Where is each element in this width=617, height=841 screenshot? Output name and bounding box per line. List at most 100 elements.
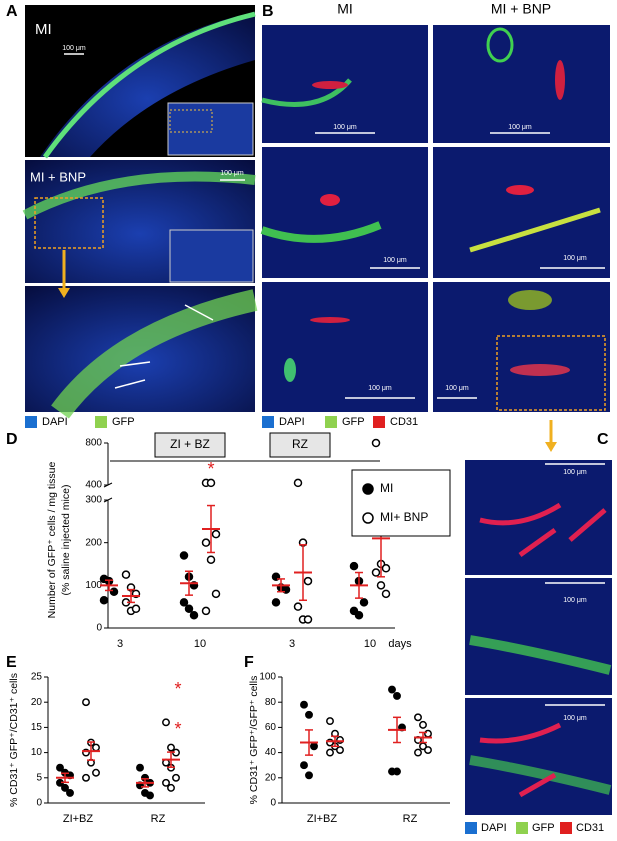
gfp [469, 207, 601, 253]
column-title: MI + BNP [491, 1, 551, 17]
panel-a-images [22, 5, 258, 419]
data-point [61, 783, 69, 792]
y-tick-label: 300 [85, 495, 102, 506]
legend-label: CD31 [390, 416, 418, 428]
gfp-band [42, 11, 256, 159]
arrow [114, 379, 146, 389]
image-title: MI [35, 21, 52, 38]
panel-b-images [260, 25, 610, 452]
inset-box [169, 109, 213, 133]
gfp [284, 358, 296, 382]
panel-c-images [465, 460, 612, 815]
y-tick-label: 800 [85, 438, 102, 449]
inset [167, 102, 254, 156]
data-point [371, 438, 381, 448]
data-point [201, 606, 211, 616]
data-point [121, 570, 131, 579]
data-point [376, 581, 386, 590]
cd31 [479, 502, 607, 558]
data-point [136, 763, 144, 772]
data-point [109, 587, 119, 596]
group-box [269, 432, 331, 458]
legend-label: CD31 [576, 822, 604, 834]
data-point [206, 555, 216, 564]
scale-label: 100 μm [333, 124, 357, 131]
legend-swatch [95, 416, 107, 428]
data-point [162, 718, 170, 727]
legend-swatch [25, 416, 37, 428]
significance: * [207, 459, 214, 479]
y-tick-label: 60 [265, 722, 277, 733]
legend-c: DAPI GFP CD31 [465, 822, 604, 834]
legend-marker [362, 512, 374, 524]
data-point [393, 691, 401, 700]
data-point [381, 564, 391, 573]
cd31 [479, 722, 562, 798]
data-point [293, 602, 303, 611]
legend-swatch [325, 416, 337, 428]
scale-label: 100 μm [383, 257, 407, 264]
data-point [326, 717, 334, 726]
y-tick-label: 0 [36, 798, 42, 809]
legend-label: GFP [342, 416, 365, 428]
legend-label: GFP [532, 822, 555, 834]
y-axis-label: % CD31⁺ GFP⁺/GFP⁺ cells [248, 676, 260, 805]
data-point [310, 742, 318, 751]
cd31 [510, 364, 570, 376]
data-point [99, 596, 109, 605]
image-title: MI + BNP [30, 169, 86, 184]
data-point [303, 576, 313, 586]
arrow-head [58, 288, 70, 298]
scale-label: 100 μm [563, 597, 587, 604]
inset [169, 229, 254, 283]
data-point [414, 748, 422, 757]
legend-marker [362, 483, 374, 495]
data-point [359, 598, 369, 607]
legend-label: DAPI [481, 822, 507, 834]
legend-swatch [516, 822, 528, 834]
data-point [424, 729, 432, 738]
significance: * [174, 679, 181, 699]
y-tick-label: 0 [270, 798, 276, 809]
y-tick-label: 100 [85, 580, 102, 591]
data-point [303, 615, 313, 624]
data-point [419, 720, 427, 729]
image [465, 698, 612, 815]
y-tick-label: 25 [31, 672, 43, 683]
y-tick-label: 20 [31, 697, 43, 708]
data-point [206, 478, 216, 488]
gfp [486, 27, 514, 63]
y-axis-label: % CD31⁺ GFP⁺/CD31⁺ cells [8, 673, 20, 807]
y-tick-label: 100 [259, 672, 276, 683]
image [465, 578, 612, 695]
data-point [300, 761, 308, 770]
data-point [179, 551, 189, 560]
y-tick-label: 5 [36, 772, 42, 783]
gfp-band [22, 171, 256, 220]
y-axis-label: (% saline injected mice) [60, 485, 72, 596]
data-point [414, 713, 422, 722]
scale-label: 100 μm [563, 715, 587, 722]
image [433, 147, 610, 278]
zoom-box [496, 335, 606, 411]
scale-label: 100 μm [445, 385, 469, 392]
legend-swatch [560, 822, 572, 834]
panel-label: E [6, 654, 17, 671]
data-point [92, 768, 100, 777]
legend-swatch [465, 822, 477, 834]
cd31 [555, 60, 565, 100]
scale-label: 100 μm [62, 45, 86, 52]
data-point [162, 778, 170, 787]
image [433, 25, 610, 143]
data-point [179, 598, 189, 607]
x-tick-label: 10 [364, 638, 376, 650]
tissue [40, 12, 255, 157]
y-tick-label: 20 [265, 772, 277, 783]
column-title: MI [337, 1, 353, 17]
data-point [172, 773, 180, 782]
legend-label: DAPI [42, 416, 68, 428]
scale-label: 100 μm [368, 385, 392, 392]
cd31 [312, 81, 348, 89]
panel-label: A [6, 3, 18, 20]
